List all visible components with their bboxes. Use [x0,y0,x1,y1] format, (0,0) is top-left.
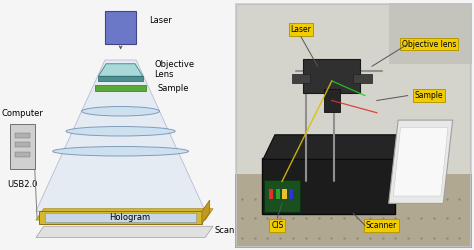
Polygon shape [36,60,205,211]
Polygon shape [36,209,213,220]
FancyBboxPatch shape [10,124,35,169]
Polygon shape [98,76,143,80]
Text: CIS: CIS [271,221,283,230]
Polygon shape [202,200,210,224]
FancyBboxPatch shape [292,74,310,83]
FancyBboxPatch shape [262,158,394,214]
Text: Scanner: Scanner [214,226,249,235]
FancyBboxPatch shape [264,180,300,212]
Text: Computer: Computer [1,108,44,118]
Text: Objective lens: Objective lens [402,40,456,49]
FancyBboxPatch shape [235,174,472,248]
FancyBboxPatch shape [353,74,372,83]
Polygon shape [389,120,453,204]
Text: Laser: Laser [150,16,173,24]
FancyBboxPatch shape [235,2,472,248]
Text: USB2.0: USB2.0 [8,180,38,189]
Polygon shape [393,128,448,196]
FancyBboxPatch shape [39,211,202,224]
FancyBboxPatch shape [95,85,146,91]
FancyBboxPatch shape [15,142,30,147]
FancyBboxPatch shape [15,152,30,156]
Polygon shape [98,64,143,76]
Text: Hologram: Hologram [109,213,150,222]
Ellipse shape [66,126,175,136]
FancyBboxPatch shape [282,189,286,198]
Polygon shape [36,226,213,237]
FancyBboxPatch shape [45,213,196,222]
Ellipse shape [82,106,160,116]
FancyBboxPatch shape [323,90,340,112]
Text: Objective
Lens: Objective Lens [154,60,194,79]
FancyBboxPatch shape [275,189,280,198]
FancyBboxPatch shape [289,189,293,198]
FancyBboxPatch shape [303,59,360,93]
Text: Scanner: Scanner [366,221,397,230]
FancyBboxPatch shape [105,11,136,44]
Text: Sample: Sample [415,91,443,100]
FancyBboxPatch shape [269,189,273,198]
Polygon shape [389,2,472,64]
Ellipse shape [53,146,189,156]
Polygon shape [263,135,405,159]
Text: Sample: Sample [157,84,189,92]
FancyBboxPatch shape [15,132,30,138]
Text: Laser: Laser [291,25,311,34]
